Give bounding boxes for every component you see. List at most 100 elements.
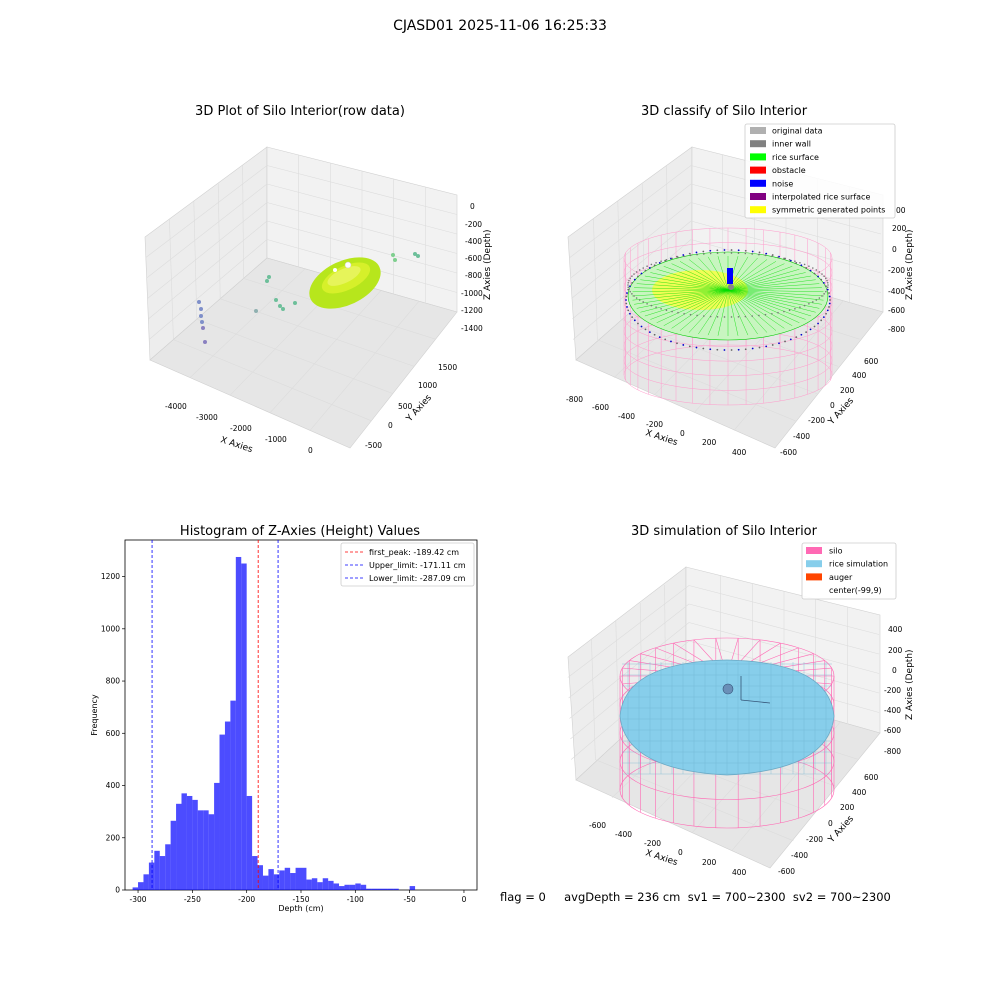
inner-wall-point [783, 257, 785, 260]
histogram-legend-label: first_peak: -189.42 cm [369, 548, 459, 557]
rice-surface-line [636, 283, 729, 291]
grid-line [571, 202, 692, 299]
rice-surface-line [727, 279, 816, 291]
histogram-bar [170, 820, 177, 890]
plot1-title: 3D Plot of Silo Interior(row data) [195, 104, 405, 119]
histogram-bar [301, 867, 307, 890]
rice-surface-line [688, 289, 729, 333]
grid-line [269, 290, 382, 414]
inner-wall-point [788, 309, 791, 312]
inner-wall-point [730, 349, 733, 351]
inner-wall-point [716, 316, 719, 318]
inner-wall-point [828, 292, 830, 294]
inner-wall-point [825, 290, 827, 293]
plot2-legend-label: obstacle [772, 166, 806, 175]
inner-wall-point [648, 331, 651, 334]
inner-wall-point [695, 251, 698, 254]
p4-xlabel: X Axies [644, 848, 679, 868]
p2-ytick-6: 600 [864, 357, 879, 366]
auger-marker [722, 683, 734, 695]
inner-wall-point [716, 252, 719, 254]
inner-wall-point [709, 249, 712, 252]
p1-ytick-0: -500 [365, 441, 382, 450]
inner-wall-point [625, 295, 628, 298]
inner-wall-point [758, 253, 760, 256]
inner-wall-point [660, 307, 662, 310]
inner-wall-point [658, 336, 661, 339]
histogram-bar [181, 793, 187, 890]
p1-xtick-3: -1000 [265, 435, 287, 444]
histogram-bar [235, 556, 242, 890]
histogram-bar [197, 810, 204, 890]
inner-wall-point [648, 266, 651, 269]
inner-wall-point [695, 346, 698, 349]
p4-xtick-3: 0 [678, 848, 683, 857]
inner-wall-point [625, 299, 627, 301]
inner-wall-point [823, 293, 825, 295]
plot4-rice-simulation [619, 659, 835, 776]
inner-wall-point [653, 264, 656, 267]
inner-wall-point [825, 277, 827, 280]
inner-wall-point [765, 345, 768, 348]
inner-wall-point [758, 346, 761, 349]
plot1-panes [144, 146, 458, 449]
p4-xtick-2: -200 [644, 839, 661, 848]
inner-wall-point [784, 340, 786, 343]
plot1-rice-ring [309, 257, 381, 309]
p4-xtick-5: 400 [732, 868, 747, 877]
rice-surface-line [650, 289, 729, 320]
histogram-bar [208, 814, 215, 890]
inner-wall-point [650, 304, 653, 307]
inner-wall-point [771, 255, 773, 258]
inner-wall-point [633, 319, 636, 322]
histogram-bar [159, 856, 166, 890]
plot1-data-point [199, 307, 203, 311]
rice-surface-line [727, 283, 820, 291]
inner-wall-point [702, 250, 705, 253]
inner-wall-point [815, 269, 818, 271]
rice-surface-line [727, 261, 777, 291]
histogram-bar [371, 888, 378, 890]
inner-wall-point [817, 322, 819, 325]
histogram-bar [252, 856, 258, 890]
inner-wall-point [642, 301, 644, 303]
p1-ztick-5: -1000 [461, 289, 483, 298]
rice-surface-line [727, 269, 800, 291]
plot1-data-point [267, 275, 271, 279]
inner-wall-point [800, 264, 803, 267]
inner-wall-point [751, 253, 753, 255]
histogram-bar [279, 870, 285, 890]
histogram-ytick-label: 600 [106, 729, 121, 738]
inner-wall-point [640, 272, 643, 275]
histogram-bar [311, 878, 318, 890]
inner-wall-point [744, 249, 747, 252]
p1-ztick-2: -400 [465, 237, 482, 246]
histogram-bar [246, 795, 253, 890]
p1-ztick-1: -200 [465, 220, 482, 229]
inner-wall-point [730, 252, 733, 254]
rice-surface-line [632, 289, 729, 293]
plot1-data-point [274, 298, 278, 302]
histogram-xtick-label: -250 [184, 895, 201, 904]
p2-xtick-4: 0 [680, 429, 685, 438]
inner-wall-point [709, 348, 712, 351]
rice-surface-line [656, 269, 729, 291]
histogram-bar [192, 799, 198, 890]
histogram-reference-lines [151, 540, 279, 890]
inner-wall-point [812, 301, 814, 303]
histogram-legend: first_peak: -189.42 cm Upper_limit: -171.… [340, 542, 475, 587]
rice-surface-line [631, 289, 729, 297]
inner-wall-point [635, 297, 638, 299]
grid-line [266, 202, 458, 254]
inner-wall-point [631, 281, 634, 284]
p4-ytick-6: 600 [864, 773, 879, 782]
inner-wall-point [805, 331, 808, 334]
histogram-bar [176, 803, 182, 890]
p2-ztick-0: 200 [892, 224, 907, 233]
p2-extra-tick: 00 [896, 206, 906, 215]
histogram-xtick-label: -150 [292, 895, 309, 904]
grid-line [220, 298, 415, 367]
inner-wall-point [676, 342, 678, 345]
inner-wall-point [826, 309, 829, 312]
inner-wall-point [789, 338, 792, 341]
